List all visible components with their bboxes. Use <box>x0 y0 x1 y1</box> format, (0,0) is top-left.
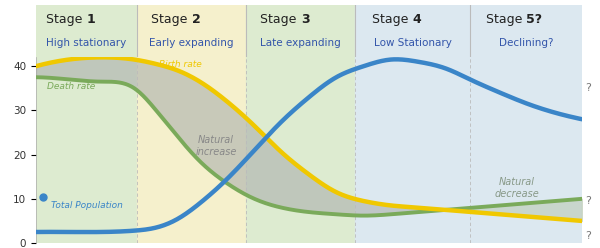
Bar <box>137 57 246 243</box>
Text: Stage: Stage <box>373 13 413 26</box>
Text: Declining?: Declining? <box>499 38 553 48</box>
Text: 1: 1 <box>86 13 95 26</box>
Text: Stage: Stage <box>485 13 526 26</box>
Bar <box>355 57 470 243</box>
Text: Stage: Stage <box>260 13 301 26</box>
Bar <box>246 5 355 57</box>
Text: High stationary: High stationary <box>46 38 127 48</box>
Text: ?: ? <box>585 83 590 93</box>
Bar <box>355 5 470 57</box>
Text: Total Population: Total Population <box>51 201 123 210</box>
Text: 3: 3 <box>301 13 310 26</box>
Text: Death rate: Death rate <box>47 82 95 91</box>
Bar <box>470 5 582 57</box>
Text: Birth rate: Birth rate <box>160 60 202 68</box>
Bar <box>137 5 246 57</box>
Text: Early expanding: Early expanding <box>149 38 234 48</box>
Text: Stage: Stage <box>46 13 86 26</box>
Text: 2: 2 <box>191 13 200 26</box>
Text: Natural
increase: Natural increase <box>196 135 237 156</box>
Bar <box>36 57 137 243</box>
Text: ?: ? <box>585 196 590 206</box>
Text: Late expanding: Late expanding <box>260 38 341 48</box>
Bar <box>36 5 137 57</box>
Text: Stage: Stage <box>151 13 191 26</box>
Text: 4: 4 <box>413 13 421 26</box>
Bar <box>246 57 355 243</box>
Text: ?: ? <box>585 231 590 241</box>
Bar <box>470 57 582 243</box>
Text: 5?: 5? <box>526 13 542 26</box>
Text: Natural
decrease: Natural decrease <box>494 177 539 199</box>
Text: Low Stationary: Low Stationary <box>374 38 452 48</box>
